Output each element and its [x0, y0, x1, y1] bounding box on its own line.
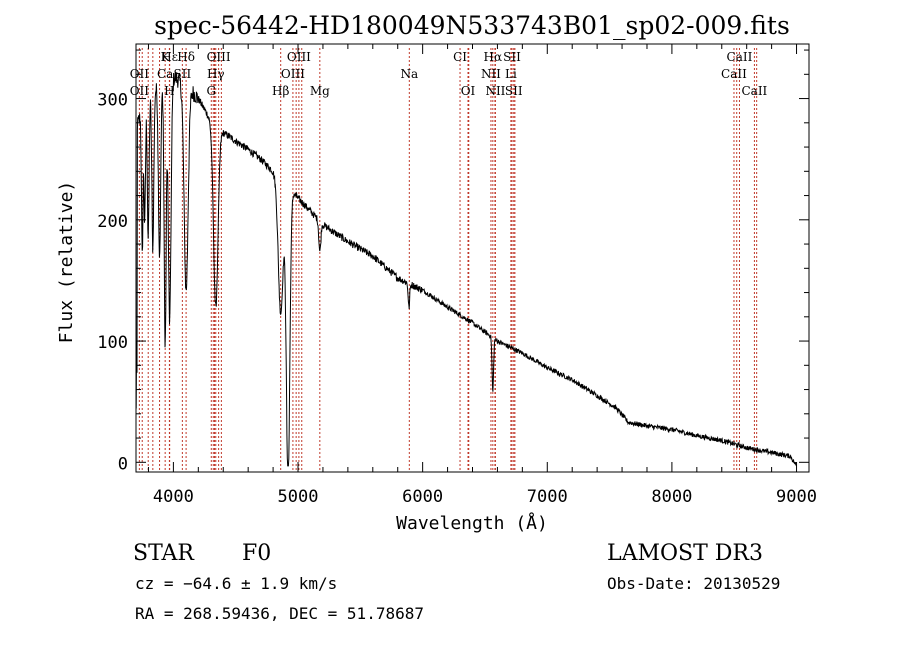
x-axis-ticks: 4000 5000 6000 7000 8000 9000: [147, 44, 817, 507]
y-tick-label: 0: [118, 454, 128, 474]
line-marker-label: Na: [400, 67, 418, 81]
y-tick-label: 100: [97, 333, 128, 353]
line-marker-label: CaII: [721, 67, 747, 81]
x-axis-label: Wavelength (Å): [396, 512, 548, 534]
line-marker-label: Ca: [157, 67, 173, 81]
redshift-velocity: cz = −64.6 ± 1.9 km/s: [135, 574, 337, 593]
line-marker-label: NII: [485, 84, 505, 98]
y-axis-ticks: 0 100 200 300: [97, 49, 809, 474]
y-tick-label: 300: [97, 91, 128, 111]
object-class: STAR: [133, 541, 195, 566]
line-marker-label: G: [206, 84, 216, 98]
x-tick-label: 5000: [278, 487, 319, 507]
line-marker-label: Mg: [310, 84, 330, 98]
line-marker-label: CaII: [741, 84, 767, 98]
plot-frame: [135, 43, 810, 473]
spectrum-line: [135, 72, 797, 467]
line-marker-label: Hα: [484, 50, 503, 64]
line-marker-label: OIII: [281, 67, 305, 81]
line-marker-label: NII: [481, 67, 501, 81]
line-marker-label: OII: [130, 84, 150, 98]
y-tick-label: 200: [97, 212, 128, 232]
x-tick-label: 6000: [402, 487, 443, 507]
line-marker-label: Hβ: [272, 84, 289, 98]
survey-name: LAMOST DR3: [607, 541, 763, 566]
x-tick-label: 4000: [153, 487, 194, 507]
line-marker-label: Hδ: [177, 50, 195, 64]
object-subclass: F0: [242, 541, 271, 566]
line-marker-label: H: [164, 84, 174, 98]
line-marker-label: CaII: [727, 50, 753, 64]
coordinates: RA = 268.59436, DEC = 51.78687: [135, 604, 424, 623]
x-tick-label: 9000: [776, 487, 817, 507]
chart-title: spec-56442-HD180049N533743B01_sp02-009.f…: [154, 11, 790, 40]
line-marker-label: SII: [505, 84, 523, 98]
line-marker-label: CI: [453, 50, 467, 64]
x-tick-label: 7000: [527, 487, 568, 507]
line-marker-label: K: [161, 50, 171, 64]
y-axis-label: Flux (relative): [56, 181, 77, 344]
line-marker-label: OI: [461, 84, 476, 98]
line-marker-label: Li: [505, 67, 517, 81]
line-marker-label: Hγ: [207, 67, 225, 81]
line-marker-label: OIII: [207, 50, 231, 64]
observation-date: Obs-Date: 20130529: [607, 574, 780, 593]
line-marker-label: OIII: [287, 50, 311, 64]
line-marker-label: SII: [503, 50, 521, 64]
x-tick-label: 8000: [651, 487, 692, 507]
line-marker-layer: [138, 48, 758, 472]
